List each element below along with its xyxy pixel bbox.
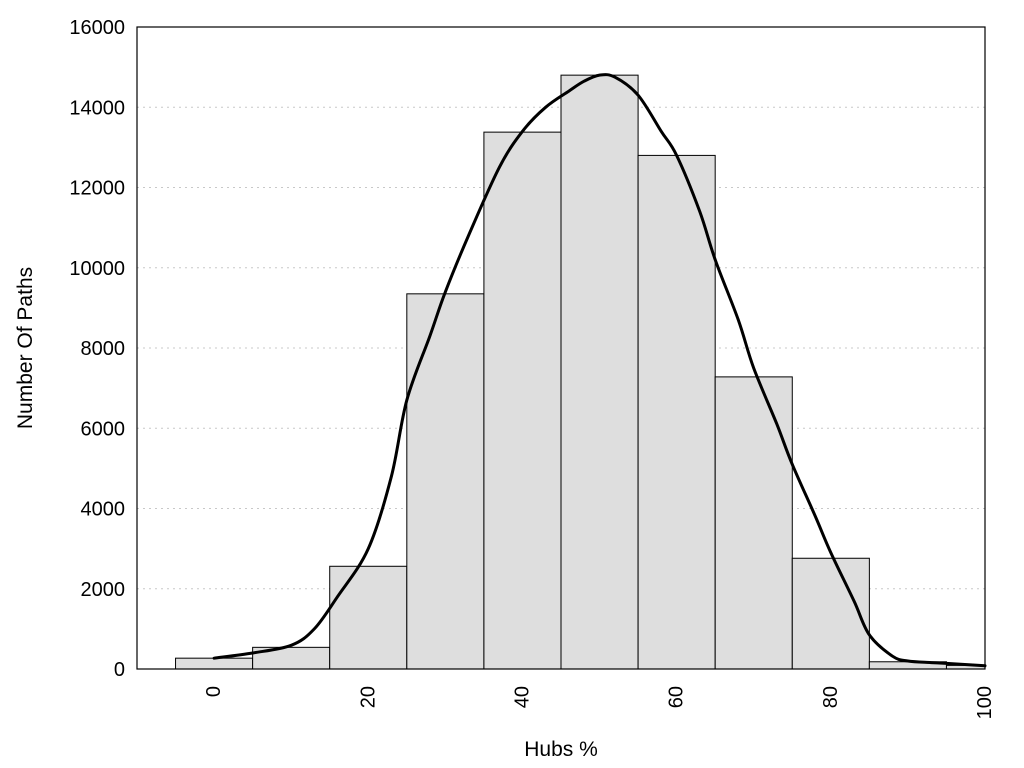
bars-layer [175,74,986,670]
bar-70 [714,376,793,670]
y-tick-2000: 2000 [81,579,126,601]
x-tick-20: 20 [357,686,379,708]
y-tick-12000: 12000 [69,178,125,200]
curve-layer [212,73,987,668]
x-tick-0: 0 [203,686,225,697]
bar-30 [406,293,485,670]
x-tick-80: 80 [820,686,842,708]
bar-40 [483,131,562,670]
x-tick-60: 60 [666,686,688,708]
bar-60 [637,154,716,670]
x-axis-label: Hubs % [524,738,598,761]
x-tick-labels: 0 20 40 60 80 100 [203,686,996,719]
x-tick-100: 100 [974,686,996,719]
y-tick-14000: 14000 [69,97,125,119]
y-tick-10000: 10000 [69,258,125,280]
bar-20 [329,565,408,670]
y-tick-labels: 0 2000 4000 6000 8000 10000 12000 14000 16000 [69,17,125,681]
bar-80 [791,557,870,670]
density-curve [212,73,987,668]
bar-50 [560,74,639,670]
plot-frame [136,26,986,670]
y-tick-4000: 4000 [81,499,126,521]
y-tick-6000: 6000 [81,418,126,440]
bar-0 [175,657,254,670]
y-tick-8000: 8000 [81,338,126,360]
y-tick-0: 0 [114,659,125,681]
y-axis-label: Number Of Paths [14,267,37,429]
x-tick-40: 40 [511,686,533,708]
y-tick-16000: 16000 [69,17,125,39]
